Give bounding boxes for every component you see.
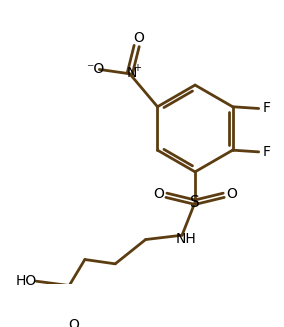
Text: O: O: [133, 31, 144, 45]
Text: O: O: [226, 187, 237, 201]
Text: +: +: [133, 63, 141, 73]
Text: F: F: [262, 101, 270, 115]
Text: ⁻O: ⁻O: [86, 61, 104, 76]
Text: N: N: [126, 66, 137, 80]
Text: HO: HO: [15, 274, 36, 288]
Text: O: O: [153, 187, 164, 201]
Text: O: O: [68, 318, 79, 327]
Text: S: S: [190, 195, 200, 210]
Text: F: F: [262, 145, 270, 159]
Text: NH: NH: [175, 232, 196, 246]
